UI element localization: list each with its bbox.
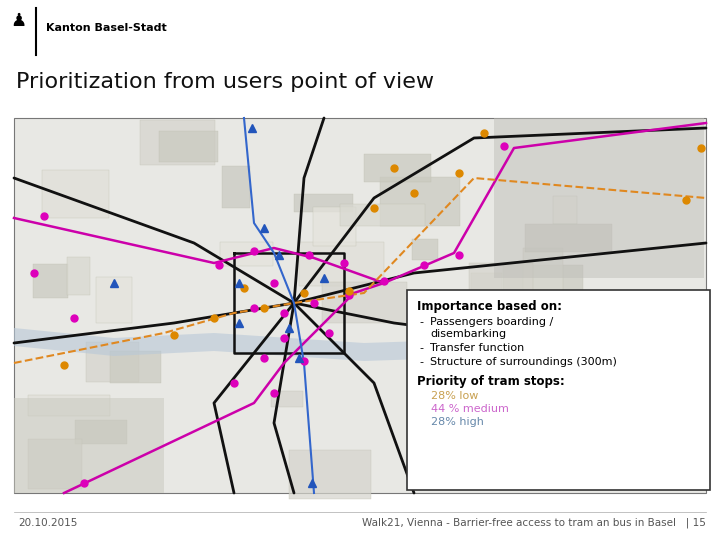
Text: Importance based on:: Importance based on: bbox=[417, 300, 562, 313]
Bar bbox=[494, 118, 704, 278]
Bar bbox=[14, 398, 164, 493]
Bar bbox=[42, 170, 109, 218]
Text: Prioritization from users point of view: Prioritization from users point of view bbox=[16, 72, 434, 92]
Bar bbox=[28, 439, 82, 489]
Bar bbox=[537, 329, 610, 361]
Bar bbox=[86, 342, 140, 382]
Bar bbox=[313, 207, 356, 246]
Bar bbox=[631, 373, 706, 394]
Bar bbox=[340, 204, 425, 226]
Bar bbox=[598, 313, 643, 354]
Bar bbox=[471, 273, 502, 310]
Text: Passengers boarding /: Passengers boarding / bbox=[430, 317, 553, 327]
Bar bbox=[299, 242, 384, 286]
Bar bbox=[14, 118, 706, 493]
Text: Priority of tram stops:: Priority of tram stops: bbox=[417, 375, 564, 388]
Text: 28% high: 28% high bbox=[431, 417, 484, 427]
Bar bbox=[523, 248, 563, 294]
Text: -: - bbox=[419, 357, 423, 367]
Bar bbox=[506, 358, 557, 386]
Bar bbox=[554, 197, 577, 224]
Bar bbox=[469, 263, 533, 304]
Text: 44 % medium: 44 % medium bbox=[431, 404, 509, 414]
Bar bbox=[540, 353, 582, 405]
Text: 28% low: 28% low bbox=[431, 391, 478, 401]
Polygon shape bbox=[14, 328, 706, 366]
Bar bbox=[110, 351, 161, 383]
Bar bbox=[220, 242, 273, 266]
Bar bbox=[622, 422, 691, 449]
Bar bbox=[140, 120, 215, 165]
Bar bbox=[380, 177, 460, 226]
Bar bbox=[160, 131, 218, 162]
Text: Walk21, Vienna - Barrier-free access to tram an bus in Basel   | 15: Walk21, Vienna - Barrier-free access to … bbox=[362, 518, 706, 529]
Bar bbox=[294, 194, 353, 212]
Bar bbox=[96, 278, 132, 322]
Bar bbox=[432, 305, 507, 349]
Bar bbox=[271, 391, 302, 407]
Bar bbox=[364, 154, 431, 182]
Bar bbox=[407, 290, 710, 490]
Bar bbox=[68, 257, 90, 294]
Bar bbox=[498, 330, 557, 371]
Text: Kanton Basel-Stadt: Kanton Basel-Stadt bbox=[46, 23, 167, 33]
Bar bbox=[459, 380, 512, 420]
Bar bbox=[474, 375, 501, 431]
Bar bbox=[222, 166, 250, 208]
Text: ♟: ♟ bbox=[10, 12, 26, 30]
Text: 20.10.2015: 20.10.2015 bbox=[18, 518, 77, 528]
Bar bbox=[525, 224, 611, 252]
Bar bbox=[503, 265, 583, 312]
Bar bbox=[413, 239, 438, 260]
Text: disembarking: disembarking bbox=[430, 329, 506, 339]
Bar bbox=[289, 450, 372, 499]
Text: -: - bbox=[419, 317, 423, 327]
Bar bbox=[578, 379, 612, 415]
Bar bbox=[33, 264, 68, 298]
Bar bbox=[322, 282, 408, 323]
Bar bbox=[27, 395, 110, 416]
Text: Structure of surroundings (300m): Structure of surroundings (300m) bbox=[430, 357, 617, 367]
Text: -: - bbox=[419, 343, 423, 353]
Bar bbox=[75, 420, 127, 444]
Text: Transfer function: Transfer function bbox=[430, 343, 524, 353]
